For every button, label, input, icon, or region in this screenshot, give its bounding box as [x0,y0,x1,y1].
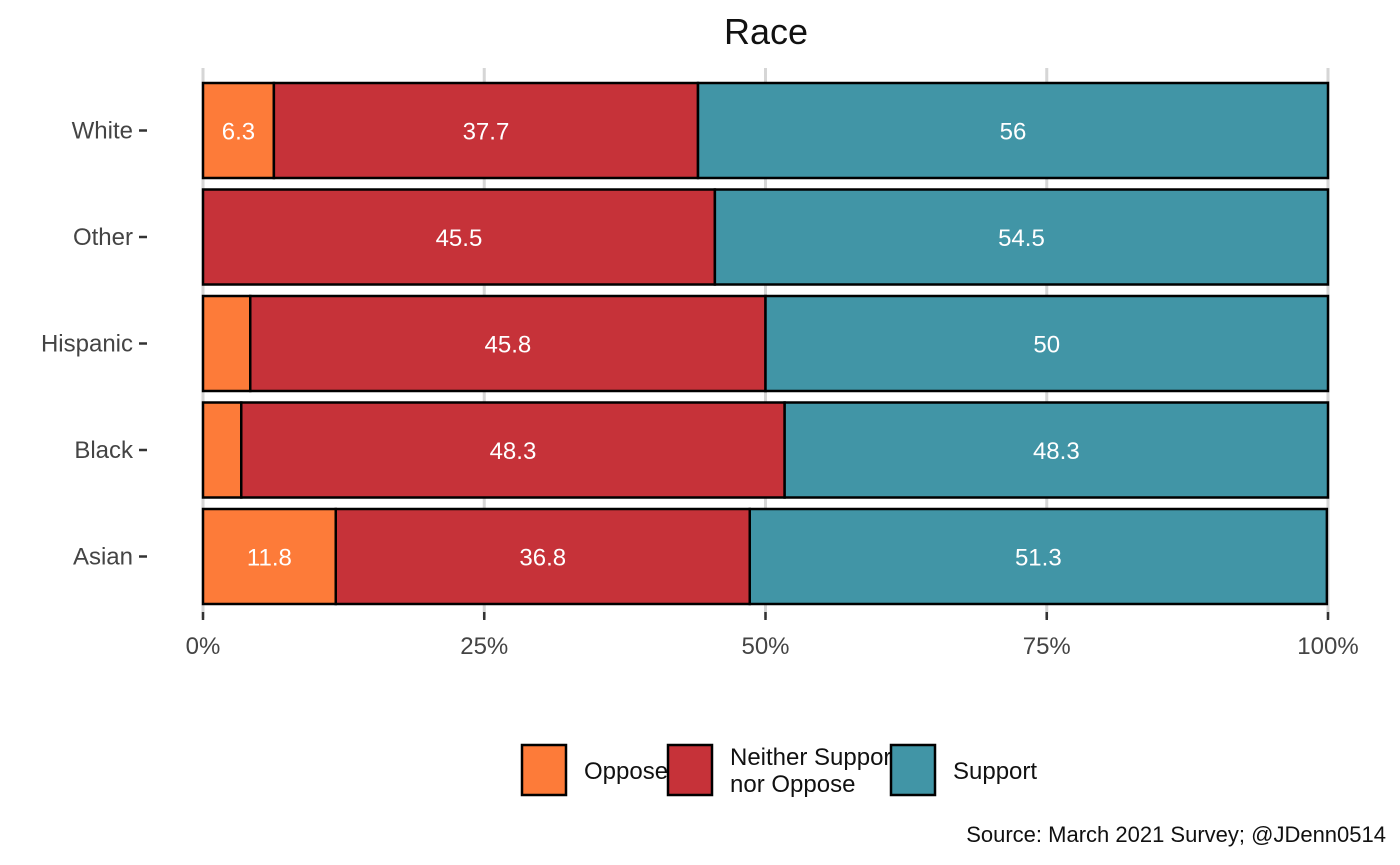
bar-value-label: 54.5 [998,225,1045,252]
bar-segment [783,401,1330,499]
x-tick-label: 0% [186,633,221,660]
bar-value-label: 37.7 [463,119,510,146]
bar-value-label: 50 [1033,332,1060,359]
bar-value-label: 45.5 [436,225,483,252]
y-tick-label: Other [73,224,133,251]
y-tick-label: White [72,118,133,145]
chart-title: Race [724,11,808,52]
y-tick-label: Black [74,437,134,464]
y-axis: White Other Hispanic Black Asian [41,118,147,571]
chart-caption: Source: March 2021 Survey; @JDenn0514 [966,822,1386,847]
bar-segment [764,294,1330,393]
bar-segment [696,81,1330,180]
legend-swatch [666,743,714,797]
bar-segment [748,507,1329,606]
x-tick-label: 100% [1297,633,1358,660]
bar-labels: 6.3 37.7 56 45.5 54.5 45.8 50 48.3 48.3 11.8 36.8 5… [222,119,1080,572]
legend-swatch [889,743,937,797]
bar-value-label: 45.8 [485,332,532,359]
bar-segment [201,294,252,393]
legend-label-line: nor Oppose [730,771,855,798]
bar-segment [201,188,717,286]
bar-value-label: 48.3 [1033,438,1080,465]
legend-label: Oppose [584,758,668,785]
bar-value-label: 51.3 [1015,545,1062,572]
bars [201,81,1330,606]
y-tick-label: Asian [73,544,133,571]
legend-swatch [520,743,568,797]
bar-segment [334,507,751,606]
x-tick-label: 25% [460,633,508,660]
bar-segment [713,188,1330,286]
legend-label: Support [953,758,1037,785]
bar-value-label: 36.8 [519,545,566,572]
bar-value-label: 6.3 [222,119,255,146]
x-tick-label: 75% [1023,633,1071,660]
x-axis: 0% 25% 50% 75% 100% [186,612,1359,660]
bar-segment [201,401,243,499]
bar-value-label: 56 [1000,119,1027,146]
bar-segment [249,294,767,393]
bar-value-label: 48.3 [490,438,537,465]
x-tick-label: 50% [741,633,789,660]
legend-label-line: Neither Support [730,744,898,771]
bar-segment [272,81,700,180]
bar-value-label: 11.8 [247,545,292,572]
y-tick-label: Hispanic [41,331,133,358]
